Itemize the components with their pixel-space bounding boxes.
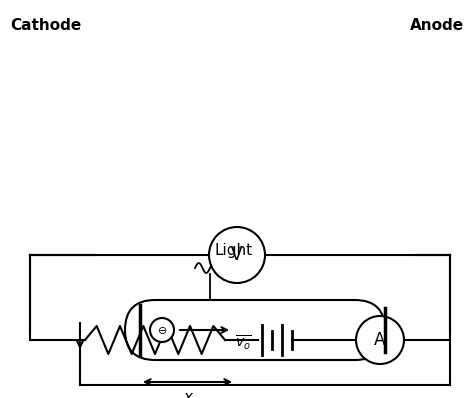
Text: Cathode: Cathode <box>10 18 81 33</box>
Text: x: x <box>183 390 192 398</box>
Circle shape <box>356 316 404 364</box>
Text: $\ominus$: $\ominus$ <box>157 324 167 336</box>
Text: A: A <box>374 331 386 349</box>
Circle shape <box>209 227 265 283</box>
Text: $\overline{v_o}$: $\overline{v_o}$ <box>235 333 252 352</box>
Text: Anode: Anode <box>410 18 464 33</box>
Circle shape <box>150 318 174 342</box>
Text: Light: Light <box>215 243 253 258</box>
Text: V: V <box>231 246 243 264</box>
FancyBboxPatch shape <box>125 300 385 360</box>
